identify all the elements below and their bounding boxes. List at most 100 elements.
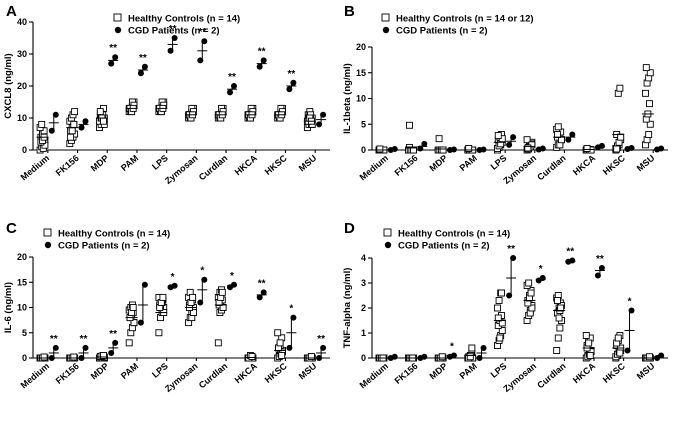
panel-c: C Healthy Controls (n = 14)CGD Patients (…: [3, 220, 330, 394]
healthy-control-point: [129, 304, 137, 311]
healthy-control-point: [583, 145, 591, 152]
healthy-control-point: [100, 117, 107, 125]
healthy-control-point: [125, 339, 133, 347]
category-label: Curdlan: [535, 153, 567, 183]
healthy-control-point: [614, 334, 622, 342]
healthy-control-point: [307, 353, 315, 360]
y-tick-label: 15: [356, 68, 366, 78]
y-tick-label: 2: [361, 303, 366, 313]
y-tick-label: 40: [17, 17, 27, 27]
healthy-control-point: [646, 353, 653, 361]
panel-b: B Healthy Controls (n = 14 or 12)CGD Pati…: [342, 3, 668, 186]
cgd-patient-point: [108, 60, 115, 67]
healthy-control-point: [248, 353, 256, 360]
cgd-patient-point: [320, 344, 327, 351]
y-tick-label: 0: [22, 145, 27, 155]
category-label: MDP: [89, 153, 111, 174]
healthy-control-point: [616, 349, 624, 357]
category-label: HKSC: [601, 361, 627, 385]
category-label: Medium: [19, 153, 51, 183]
cgd-patient-point: [201, 38, 208, 45]
cgd-patient-point: [539, 275, 546, 281]
category-label: HKCA: [233, 361, 260, 386]
cgd-patient-point: [628, 144, 635, 151]
category-label: Zymosan: [163, 361, 200, 394]
category-label: PAM: [119, 361, 140, 381]
significance-marker: *: [628, 297, 632, 308]
significance-marker: **: [169, 24, 177, 35]
healthy-control-point: [646, 120, 654, 128]
category-label: LPS: [150, 153, 170, 172]
legend-label: CGD Patients (n = 2): [58, 241, 150, 252]
y-axis-label: CXCL8 (ng/ml): [3, 53, 14, 118]
legend-label: Healthy Controls (n = 14): [128, 14, 240, 25]
healthy-control-point: [70, 120, 78, 128]
cgd-patient-point: [594, 272, 601, 279]
cgd-patient-point: [260, 57, 267, 64]
category-label: HKCA: [233, 153, 260, 178]
cgd-patient-point: [171, 35, 178, 41]
y-tick-label: 5: [22, 328, 27, 338]
cgd-patient-point: [171, 282, 178, 289]
healthy-control-point: [554, 297, 561, 304]
significance-marker: **: [507, 244, 515, 255]
legend-label: CGD Patients (n = 2): [398, 241, 490, 252]
cgd-patient-point: [565, 136, 572, 143]
healthy-control-point: [556, 324, 564, 332]
healthy-control-point: [554, 334, 562, 342]
panel-a: A Healthy Controls (n = 14)CGD Patients (…: [3, 3, 330, 186]
y-tick-label: 20: [356, 42, 366, 52]
healthy-control-point: [646, 100, 653, 108]
healthy-control-point: [67, 133, 75, 141]
healthy-control-point: [494, 132, 502, 140]
healthy-control-point: [71, 108, 79, 116]
y-tick-label: 3: [361, 278, 366, 288]
category-label: MSU: [635, 361, 657, 382]
healthy-control-point: [406, 121, 413, 129]
category-label: HKSC: [601, 153, 627, 177]
legend-circle-marker: [384, 241, 392, 249]
healthy-control-point: [495, 297, 503, 304]
y-tick-label: 30: [17, 49, 27, 59]
cgd-patient-point: [658, 145, 665, 152]
category-label: MSU: [297, 153, 319, 174]
legend-label: CGD Patients (n = 2): [396, 26, 488, 37]
significance-marker: *: [539, 264, 543, 275]
panel-d: D Healthy Controls (n = 14)CGD Patients (…: [342, 220, 668, 394]
cgd-patient-point: [286, 86, 293, 93]
healthy-control-point: [642, 89, 649, 97]
cgd-patient-point: [112, 54, 119, 61]
cgd-patient-point: [417, 145, 424, 152]
cgd-patient-point: [320, 111, 327, 118]
legend-square-marker: [113, 13, 122, 22]
legend-circle-marker: [114, 26, 122, 34]
significance-marker: **: [198, 27, 206, 38]
healthy-control-point: [68, 127, 76, 135]
cgd-patient-point: [598, 142, 605, 149]
significance-marker: **: [109, 329, 117, 340]
healthy-control-point: [278, 352, 286, 359]
y-axis-label: TNF-alpha (ng/ml): [342, 268, 353, 349]
healthy-control-point: [645, 131, 653, 139]
healthy-control-point: [189, 293, 197, 301]
category-label: HKSC: [263, 361, 289, 385]
category-label: MDP: [89, 361, 111, 382]
cgd-patient-point: [624, 347, 631, 354]
cgd-patient-point: [658, 352, 665, 359]
panel-label: C: [6, 220, 17, 237]
cgd-patient-point: [112, 339, 119, 346]
category-label: Curdlan: [535, 361, 567, 391]
legend-label: CGD Patients (n = 2): [128, 26, 220, 37]
cgd-patient-point: [510, 255, 517, 261]
category-label: FK156: [393, 361, 420, 386]
healthy-control-point: [465, 145, 473, 152]
cgd-patient-point: [82, 118, 89, 125]
cgd-patient-point: [628, 307, 635, 314]
healthy-control-point: [38, 120, 46, 128]
cgd-patient-point: [230, 83, 237, 89]
y-axis-label: IL-6 (ng/ml): [3, 282, 14, 333]
healthy-control-point: [276, 339, 284, 347]
healthy-control-point: [642, 64, 650, 72]
healthy-control-point: [96, 108, 104, 116]
healthy-control-point: [494, 304, 501, 312]
